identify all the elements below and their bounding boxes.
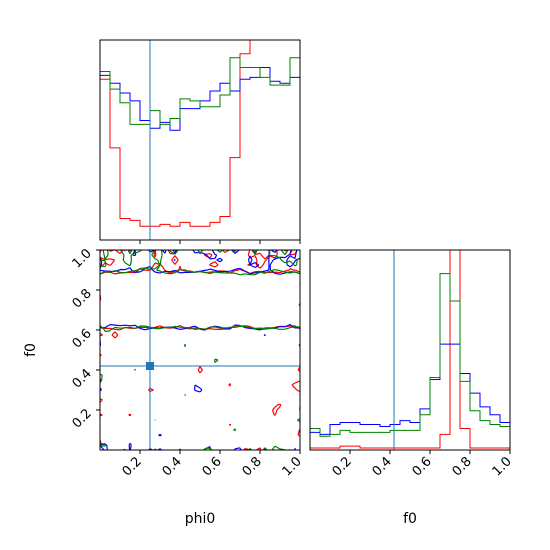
f0-hist-blue xyxy=(310,343,510,435)
phi0-hist-green xyxy=(100,57,300,125)
phi0-hist-red xyxy=(100,40,251,227)
x-axis-label-phi0: phi0 xyxy=(185,511,216,527)
f0-hist-green xyxy=(310,273,510,437)
contour-panel-frame xyxy=(99,249,301,451)
phi0-histogram-series xyxy=(100,40,300,227)
phi0-histogram-ticks xyxy=(139,240,301,244)
truth-marker xyxy=(146,362,154,370)
f0-hist-red xyxy=(310,250,510,449)
x-axis-label-f0: f0 xyxy=(403,511,417,527)
contour-lines xyxy=(100,250,300,450)
phi0-histogram-panel xyxy=(99,39,301,244)
y-axis-label-f0: f0 xyxy=(23,343,39,357)
contour-green xyxy=(100,250,300,450)
phi0-histogram-frame xyxy=(99,39,301,241)
f0-histogram-frame xyxy=(309,249,511,451)
f0-histogram-series xyxy=(310,250,510,449)
